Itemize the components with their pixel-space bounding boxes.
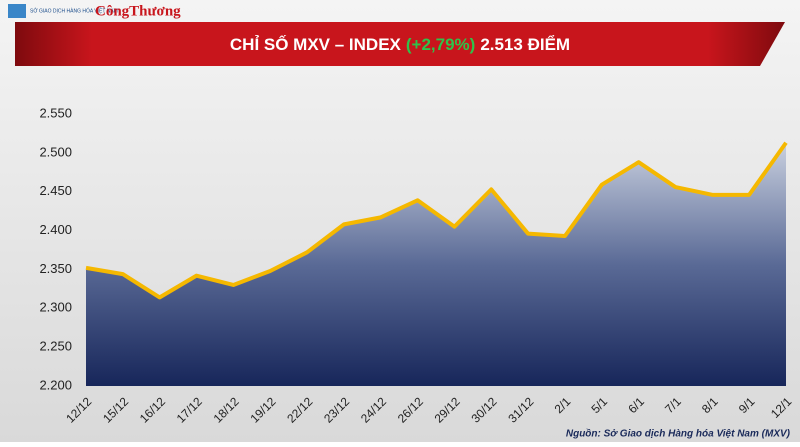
y-tick-label: 2.350 [39,261,72,276]
title-text: CHỈ SỐ MXV – INDEX [230,34,402,54]
logo-text: SỞ GIAO DỊCH HÀNG HÓA VIỆT NAM [30,6,118,14]
y-tick-label: 2.500 [39,144,72,159]
brand: CôngThương [95,3,181,19]
title-banner [15,22,785,66]
logo-icon [8,4,26,18]
line [85,141,788,300]
y-tick-label: 2.300 [39,300,72,315]
title-value: 2.513 ĐIỂM [480,35,570,54]
y-tick-label: 2.200 [39,377,72,392]
source: Nguồn: Sở Giao dịch Hàng hóa Việt Nam (M… [566,428,791,440]
y-tick-label: 2.450 [39,183,72,198]
y-tick-label: 2.400 [39,222,72,237]
chart-title: CHỈ SỐ MXV – INDEX (+2,79%) 2.513 ĐIỂM [230,34,570,54]
title-change: (+2,79%) [406,35,475,54]
area [86,142,786,386]
y-tick-label: 2.550 [39,105,72,120]
y-tick-label: 2.250 [39,339,72,354]
